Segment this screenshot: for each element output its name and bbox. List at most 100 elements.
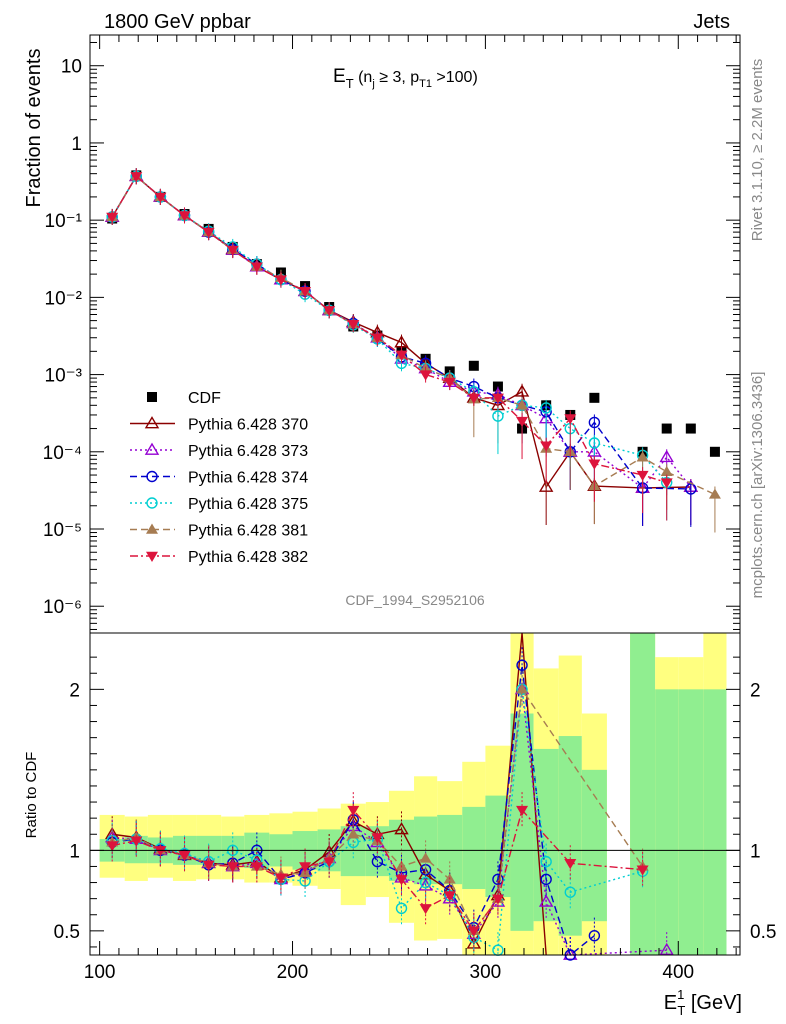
legend-marker: [147, 392, 157, 402]
ratio-point: [540, 873, 552, 886]
legend-label: Pythia 6.428 374: [188, 470, 308, 487]
data-point: [371, 333, 384, 344]
data-point: [685, 483, 697, 495]
legend-label: Pythia 6.428 370: [188, 417, 308, 434]
ratio-point: [274, 873, 287, 884]
data-point: [468, 360, 479, 371]
main-series-6: [106, 168, 673, 521]
data-point: [685, 423, 696, 434]
ratio-point: [516, 805, 529, 817]
data-point: [130, 172, 143, 183]
ratio-point: [250, 862, 263, 873]
data-point: [467, 393, 480, 404]
ratio-point: [564, 886, 576, 898]
uncertainty-band-inner: [678, 689, 704, 955]
main-y-tick-label: 1: [71, 134, 82, 155]
x-axis-label: E1 T [GeV]: [664, 987, 742, 1018]
data-point: [492, 410, 504, 422]
ratio-point: [538, 894, 554, 907]
x-tick-label: 200: [277, 962, 309, 983]
ratio-y-tick-label-right: 2: [750, 680, 761, 701]
analysis-watermark: CDF_1994_S2952106: [345, 592, 485, 608]
data-point: [636, 470, 649, 482]
ratio-point: [419, 876, 432, 889]
data-point: [299, 287, 312, 298]
main-plot-title: ET (nj ≥ 3, pT1 >100): [333, 66, 478, 91]
data-point: [564, 414, 577, 425]
series-line: [111, 175, 691, 490]
ratio-point: [564, 859, 577, 870]
ratio-point: [347, 828, 360, 839]
process-label: Jets: [693, 11, 730, 33]
main-y-axis-label: Fraction of events: [23, 49, 45, 208]
ratio-point: [563, 947, 578, 960]
data-point: [709, 446, 720, 457]
ratio-point: [467, 926, 480, 937]
x-tick-label: 400: [662, 962, 694, 983]
series-line: [111, 175, 691, 489]
main-y-tick-label: 10⁻⁶: [43, 597, 82, 618]
uncertainty-band-inner: [703, 689, 727, 955]
ratio-point: [443, 891, 456, 902]
data-point: [588, 416, 601, 429]
ratio-plot-frame: [89, 632, 741, 956]
beam-label: 1800 GeV ppbar: [104, 11, 251, 33]
data-point: [708, 488, 721, 499]
main-y-tick-label: 10: [61, 57, 82, 78]
ratio-point: [202, 860, 215, 871]
data-point: [394, 335, 409, 348]
ratio-point: [395, 902, 408, 915]
ratio-point: [347, 805, 360, 817]
ratio-point: [371, 833, 384, 844]
main-plot-frame: [89, 34, 741, 634]
data-point: [540, 441, 553, 452]
legend-marker: [146, 497, 158, 509]
data-point: [636, 451, 649, 462]
main-y-tick-label: 10⁻²: [45, 288, 83, 309]
legend-label: Pythia 6.428 373: [188, 443, 308, 460]
x-tick-label: 300: [470, 962, 502, 983]
series-line: [111, 175, 668, 483]
ratio-line: [112, 689, 643, 952]
data-point: [659, 449, 674, 463]
ratio-point: [394, 822, 409, 835]
ratio-point: [419, 904, 432, 915]
main-y-tick-label: 10⁻³: [45, 366, 83, 387]
main-panel: 10⁻⁶ 10⁻⁵ 10⁻⁴ 10⁻³ 10⁻² 10⁻¹ 1 10 Fraction of …: [23, 34, 741, 634]
legend-marker: [146, 551, 158, 562]
rivet-version-label: Rivet 3.1.10, ≥ 2.2M events: [749, 59, 766, 242]
ratio-point: [178, 850, 191, 862]
data-point: [516, 399, 529, 410]
uncertainty-band-inner: [510, 713, 534, 931]
legend-label: Pythia 6.428 382: [188, 549, 308, 566]
data-point: [514, 384, 530, 397]
data-point: [154, 192, 167, 203]
main-y-tick-label: 10⁻⁴: [43, 443, 82, 464]
legend-marker: [146, 470, 158, 483]
uncertainty-band-inner: [655, 689, 679, 955]
uncertainty-band-inner: [462, 806, 486, 889]
data-point: [660, 478, 673, 489]
series-line: [111, 175, 692, 489]
ratio-point: [419, 852, 432, 863]
ratio-panel: 0.5 0.5 1 1 2 2 100 200 300 400 Ratio to CDF E1 T…: [23, 632, 776, 1018]
ratio-point: [395, 875, 408, 886]
x-tick-label: 100: [84, 962, 116, 983]
legend-marker: [144, 442, 160, 455]
data-point: [202, 227, 215, 239]
ratio-point: [516, 683, 529, 694]
ratio-point: [492, 873, 504, 886]
uncertainty-band-inner: [581, 769, 607, 922]
ratio-point: [588, 929, 601, 942]
ratio-y-tick-label-right: 0.5: [750, 922, 776, 943]
data-point: [588, 459, 601, 470]
data-point: [419, 370, 432, 381]
main-y-tick-label: 10⁻¹: [45, 211, 83, 232]
main-y-tick-label: 10⁻⁵: [43, 520, 82, 541]
uncertainty-band-inner: [630, 633, 656, 955]
ratio-point: [491, 894, 504, 905]
legend-marker: [146, 523, 158, 534]
ratio-point: [130, 836, 143, 847]
data-point: [106, 212, 119, 223]
